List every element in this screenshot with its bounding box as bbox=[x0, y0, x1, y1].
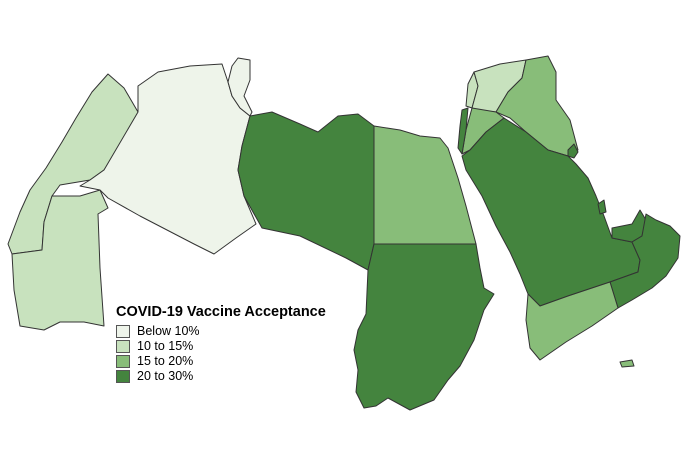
region-kuwait bbox=[567, 143, 579, 159]
legend-swatch bbox=[116, 355, 130, 368]
legend-item: 20 to 30% bbox=[116, 369, 326, 384]
region-sudan bbox=[353, 243, 495, 411]
legend-swatch bbox=[116, 370, 130, 383]
legend: COVID-19 Vaccine Acceptance Below 10% 10… bbox=[116, 304, 326, 384]
legend-swatch bbox=[116, 325, 130, 338]
region-oman bbox=[609, 213, 681, 309]
legend-item: Below 10% bbox=[116, 324, 326, 339]
legend-label: 10 to 15% bbox=[137, 339, 194, 353]
legend-label: 15 to 20% bbox=[137, 354, 194, 368]
region-mauritania bbox=[11, 189, 109, 331]
region-palestine bbox=[457, 107, 469, 155]
region-tunisia bbox=[227, 57, 253, 117]
legend-swatch bbox=[116, 340, 130, 353]
legend-item: 10 to 15% bbox=[116, 339, 326, 354]
legend-label: 20 to 30% bbox=[137, 369, 194, 383]
legend-title: COVID-19 Vaccine Acceptance bbox=[116, 304, 326, 320]
legend-label: Below 10% bbox=[137, 324, 200, 338]
region-libya bbox=[237, 111, 375, 271]
region-yemen bbox=[525, 281, 619, 361]
region-socotra bbox=[619, 359, 635, 368]
region-qatar bbox=[597, 199, 607, 215]
legend-item: 15 to 20% bbox=[116, 354, 326, 369]
